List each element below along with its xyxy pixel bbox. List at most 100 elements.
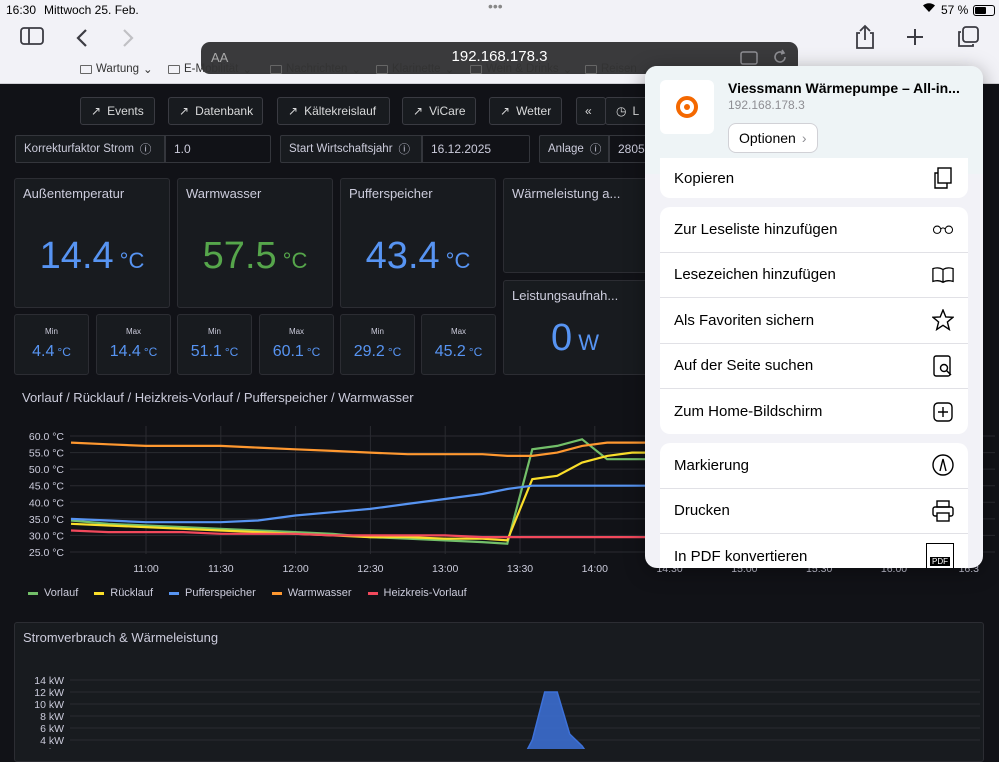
action-label: Als Favoriten sichern xyxy=(674,311,815,329)
copy-icon xyxy=(932,167,954,189)
mini-number: 29.2 xyxy=(353,343,385,360)
var-korrekturfaktor-input[interactable]: 1.0 xyxy=(165,135,271,163)
link-label: Datenbank xyxy=(195,104,254,118)
stat-value: 57.5 °C xyxy=(178,235,332,278)
share-action-home-screen[interactable]: Zum Home-Bildschirm xyxy=(660,389,968,435)
panel-title: Leistungsaufnah... xyxy=(512,288,619,303)
bookmark-folder-reisen[interactable]: Reisen⌄ xyxy=(585,62,650,76)
reload-icon[interactable] xyxy=(772,49,788,69)
y-tick-label: 30.0 °C xyxy=(29,530,65,542)
mini-number: 4.4 xyxy=(32,343,55,360)
info-icon: ⓘ xyxy=(589,144,602,156)
link-events-button[interactable]: ↗ Events xyxy=(80,97,155,125)
panel-title: Wärmeleistung a... xyxy=(512,186,621,201)
forward-icon[interactable] xyxy=(122,28,134,53)
mini-number: 51.1 xyxy=(190,343,222,360)
link-kaeltekreislauf-button[interactable]: ↗ Kältekreislauf xyxy=(277,97,390,125)
stat-max-warmwasser: Max 60.1 °C xyxy=(259,314,334,375)
var-wirtschaftsjahr-input[interactable]: 16.12.2025 xyxy=(422,135,530,163)
folder-icon xyxy=(585,64,597,74)
legend-ruecklauf[interactable]: Rücklauf xyxy=(94,587,153,599)
stat-value: 43.4 °C xyxy=(341,235,495,278)
legend-swatch xyxy=(169,591,180,595)
legend-label: Pufferspeicher xyxy=(185,587,256,599)
mini-unit: °C xyxy=(143,345,158,359)
time-picker-label: L xyxy=(632,104,640,118)
share-action-reading-list[interactable]: Zur Leseliste hinzufügen xyxy=(660,207,968,253)
chart-temperatures-title: Vorlauf / Rücklauf / Heizkreis-Vorlauf /… xyxy=(22,390,414,405)
x-tick-label: 11:30 xyxy=(208,563,234,575)
folder-icon xyxy=(168,64,180,74)
folder-icon xyxy=(470,64,482,74)
action-label: Lesezeichen hinzufügen xyxy=(674,266,836,284)
time-shift-back-button[interactable]: « xyxy=(576,97,606,125)
share-action-find[interactable]: Auf der Seite suchen xyxy=(660,344,968,389)
legend-pufferspeicher[interactable]: Pufferspeicher xyxy=(169,587,256,599)
legend-heizkreis-vorlauf[interactable]: Heizkreis-Vorlauf xyxy=(367,587,467,599)
back-icon[interactable] xyxy=(76,28,88,53)
link-datenbank-button[interactable]: ↗ Datenbank xyxy=(168,97,263,125)
bookmark-folder-e-mobilitaet[interactable]: E-Mobilität ⌄ xyxy=(168,62,252,76)
share-title: Viessmann Wärmepumpe – All-in... xyxy=(728,80,960,96)
x-tick-label: 13:30 xyxy=(507,563,533,575)
link-label: ViCare xyxy=(429,104,466,118)
mini-value: 51.1 °C xyxy=(178,343,251,361)
mini-unit: °C xyxy=(387,345,402,359)
bookmark-folder-nachrichten[interactable]: Nachrichten ⌄ xyxy=(270,62,361,76)
x-tick-label: 13:00 xyxy=(432,563,458,575)
share-action-markup[interactable]: Markierung xyxy=(660,443,968,489)
share-icon[interactable] xyxy=(854,24,876,55)
bookmark-folder-wein-drinks[interactable]: Wein & Drinks ⌄ xyxy=(470,62,572,76)
share-subtitle: 192.168.178.3 xyxy=(728,98,805,112)
star-icon xyxy=(932,309,954,332)
y-tick-label: 6 kW xyxy=(40,723,64,735)
translate-icon[interactable] xyxy=(740,50,760,70)
mini-unit: °C xyxy=(468,345,483,359)
battery-percent: 57 % xyxy=(941,3,969,17)
share-action-copy[interactable]: Kopieren xyxy=(660,158,968,198)
bookmark-folder-klarinette[interactable]: Klarinette ⌄ xyxy=(376,62,454,76)
markup-icon xyxy=(932,454,954,476)
share-action-bookmark[interactable]: Lesezeichen hinzufügen xyxy=(660,253,968,298)
legend-warmwasser[interactable]: Warmwasser xyxy=(271,587,352,599)
mini-unit: °C xyxy=(57,345,71,359)
stat-unit: °C xyxy=(445,248,471,273)
stat-warmwasser: Warmwasser 57.5 °C xyxy=(177,178,333,308)
sidebar-icon[interactable] xyxy=(20,26,44,52)
pdf-badge: PDF xyxy=(930,557,950,567)
pdf-icon: PDF xyxy=(926,542,954,568)
x-tick-label: 12:30 xyxy=(357,563,383,575)
new-tab-icon[interactable] xyxy=(905,27,925,52)
reader-aa-button[interactable]: AA xyxy=(211,50,229,65)
chevron-down-icon: ⌄ xyxy=(351,64,362,76)
bookmark-label: E-Mobilität xyxy=(184,63,239,75)
bookmark-label: Nachrichten xyxy=(286,63,348,75)
mini-value: 29.2 °C xyxy=(341,343,414,361)
share-action-print[interactable]: Drucken xyxy=(660,489,968,534)
action-label: Kopieren xyxy=(674,169,735,187)
x-tick-label: 14:00 xyxy=(582,563,608,575)
status-time: 16:30 xyxy=(6,3,37,17)
bookmark-folder-wartung[interactable]: Wartung ⌄ xyxy=(80,62,153,76)
address-bar[interactable]: AA 192.168.178.3 xyxy=(201,42,798,74)
share-action-pdf[interactable]: In PDF konvertieren PDF xyxy=(660,534,968,568)
share-action-favorites[interactable]: Als Favoriten sichern xyxy=(660,298,968,344)
share-group-1: Zur Leseliste hinzufügen Lesezeichen hin… xyxy=(660,207,968,434)
legend-label: Vorlauf xyxy=(44,587,79,599)
var-wirtschaftsjahr-label: Start Wirtschaftsjahr ⓘ xyxy=(280,135,422,163)
stat-number: 43.4 xyxy=(365,235,440,277)
link-wetter-button[interactable]: ↗ Wetter xyxy=(489,97,562,125)
tabs-overview-icon[interactable] xyxy=(957,26,979,53)
share-group-copy: Kopieren xyxy=(660,158,968,198)
printer-icon xyxy=(932,500,954,522)
legend-label: Rücklauf xyxy=(110,587,154,599)
action-label: Markierung xyxy=(674,456,750,474)
legend-vorlauf[interactable]: Vorlauf xyxy=(28,587,78,599)
mini-label: Min xyxy=(208,327,221,336)
multitask-dots-icon[interactable]: ••• xyxy=(488,0,503,14)
folder-icon xyxy=(376,64,388,74)
link-vicare-button[interactable]: ↗ ViCare xyxy=(402,97,476,125)
area-series xyxy=(526,691,586,749)
options-button[interactable]: Optionen › xyxy=(728,123,818,153)
